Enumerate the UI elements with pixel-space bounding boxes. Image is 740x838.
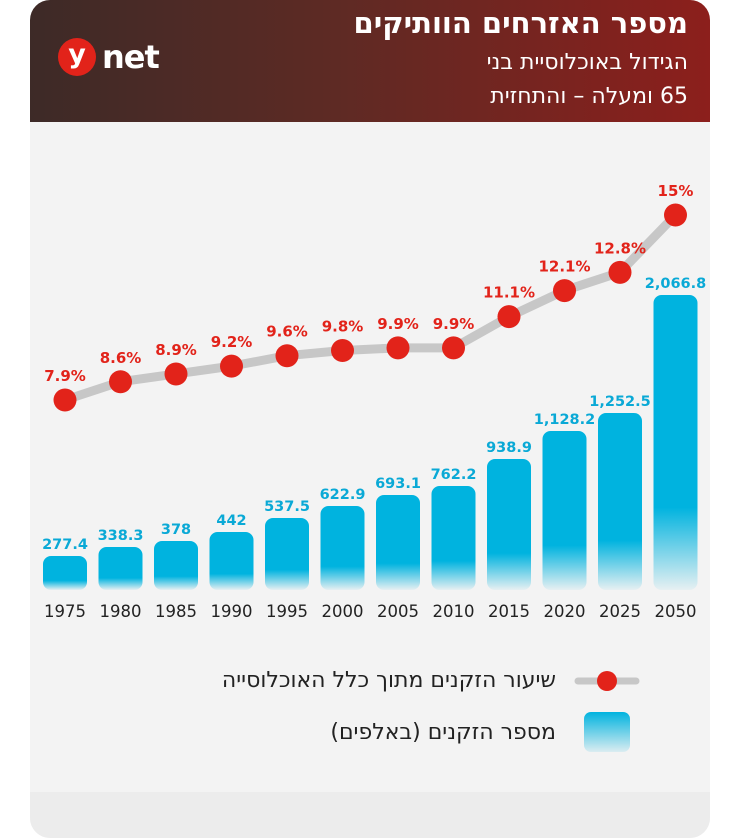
bar-label-2000: 622.9 [320, 487, 366, 503]
ynet-logo: y net [58, 38, 160, 76]
rate-label-1985: 8.9% [155, 341, 197, 359]
legend-bar-swatch [584, 712, 630, 752]
chart-title: מספר האזרחים הוותיקים [353, 6, 688, 40]
chart-subtitle-line1: הגידול באוכלוסיית בני [486, 50, 688, 75]
x-tick-2010: 2010 [433, 602, 475, 621]
bar-2025 [598, 413, 642, 590]
bar-label-2010: 762.2 [431, 467, 477, 483]
rate-label-2000: 9.8% [322, 317, 364, 335]
rate-point-2000 [331, 338, 354, 362]
logo-mark: y [58, 38, 96, 76]
legend-item-count: מספר הזקנים (באלפים) [330, 712, 640, 752]
x-tick-1975: 1975 [44, 602, 86, 621]
bar-label-2015: 938.9 [486, 440, 532, 456]
x-tick-1980: 1980 [100, 602, 142, 621]
rate-label-2005: 9.9% [377, 315, 419, 333]
x-tick-2000: 2000 [322, 602, 364, 621]
x-tick-1995: 1995 [266, 602, 308, 621]
legend-label-rate: שיעור הזקנים מתוך כלל האוכלוסייה [221, 668, 556, 693]
bar-series [43, 295, 698, 590]
chart-subtitle-line2: 65 ומעלה – והתחזית [490, 84, 688, 109]
rate-line [60, 210, 680, 405]
rate-point-2015 [497, 305, 521, 329]
line-value-labels: 7.9%8.6% 8.9% 9.2%9.6% 9.8% 9.9% 9.9%11.1%12.… [44, 182, 693, 385]
bar-label-2005: 693.1 [375, 476, 421, 492]
rate-label-1995: 9.6% [266, 323, 308, 341]
bar-2005 [376, 495, 420, 590]
bar-2000 [320, 506, 365, 590]
x-tick-1990: 1990 [211, 602, 253, 621]
rate-point-1990 [220, 354, 243, 378]
logo-text: net [102, 38, 160, 76]
footer-strip [30, 792, 710, 838]
rate-point-1980 [109, 370, 132, 394]
rate-label-2020: 12.1% [538, 258, 590, 276]
rate-label-2025: 12.8% [594, 239, 646, 257]
x-tick-2025: 2025 [599, 602, 641, 621]
bar-2010 [431, 486, 476, 590]
bar-label-2025: 1,252.5 [589, 394, 650, 410]
rate-point-1975 [53, 388, 77, 412]
rate-label-1990: 9.2% [211, 333, 253, 351]
bar-1990 [209, 532, 254, 590]
bar-2020 [542, 431, 587, 590]
rate-point-1995 [275, 344, 299, 368]
rate-point-2010 [442, 336, 465, 360]
rate-label-2010: 9.9% [433, 315, 475, 333]
bar-1980 [98, 547, 143, 590]
bar-label-1990: 442 [216, 513, 246, 529]
legend-item-rate: שיעור הזקנים מתוך כלל האוכלוסייה [222, 668, 640, 693]
x-tick-2020: 2020 [544, 602, 586, 621]
bar-label-1995: 537.5 [264, 499, 310, 515]
infographic-card: y net מספר האזרחים הוותיקים הגידול באוכל… [30, 0, 710, 838]
bar-label-1975: 277.4 [42, 537, 88, 553]
x-axis-tick-labels: 1975 1980 1985 1990 1995 2000 2005 2010 2015 2020… [44, 602, 697, 621]
rate-label-1975: 7.9% [44, 367, 86, 385]
rate-point-2025 [608, 260, 632, 284]
bar-value-labels: 277.4 338.3 378 442 537.5 622.9 693.1 762.2 938.… [42, 276, 706, 553]
rate-label-2050: 15% [658, 182, 694, 200]
x-tick-2005: 2005 [377, 602, 419, 621]
bar-label-2020: 1,128.2 [534, 412, 595, 428]
x-tick-2015: 2015 [488, 602, 530, 621]
x-tick-1985: 1985 [155, 602, 197, 621]
bar-1995 [265, 518, 309, 590]
bar-2015 [487, 459, 531, 590]
rate-point-1985 [164, 362, 188, 386]
bar-1975 [43, 556, 87, 590]
rate-point-2005 [386, 336, 410, 360]
bar-label-2050: 2,066.8 [645, 276, 706, 292]
rate-label-1980: 8.6% [100, 349, 142, 367]
legend-line-swatch [574, 670, 640, 691]
legend-label-count: מספר הזקנים (באלפים) [330, 719, 556, 745]
line-series [53, 203, 687, 412]
x-tick-2050: 2050 [655, 602, 697, 621]
bar-label-1985: 378 [161, 522, 191, 538]
rate-point-2050 [664, 203, 687, 227]
combo-chart: 277.4 338.3 378 442 537.5 622.9 693.1 762.2 938.… [42, 182, 706, 621]
header-banner: y net מספר האזרחים הוותיקים הגידול באוכל… [30, 0, 710, 122]
bar-2050 [653, 295, 698, 590]
rate-point-2020 [553, 279, 576, 303]
bar-label-1980: 338.3 [98, 528, 144, 544]
bar-1985 [154, 541, 198, 590]
rate-label-2015: 11.1% [483, 284, 535, 302]
